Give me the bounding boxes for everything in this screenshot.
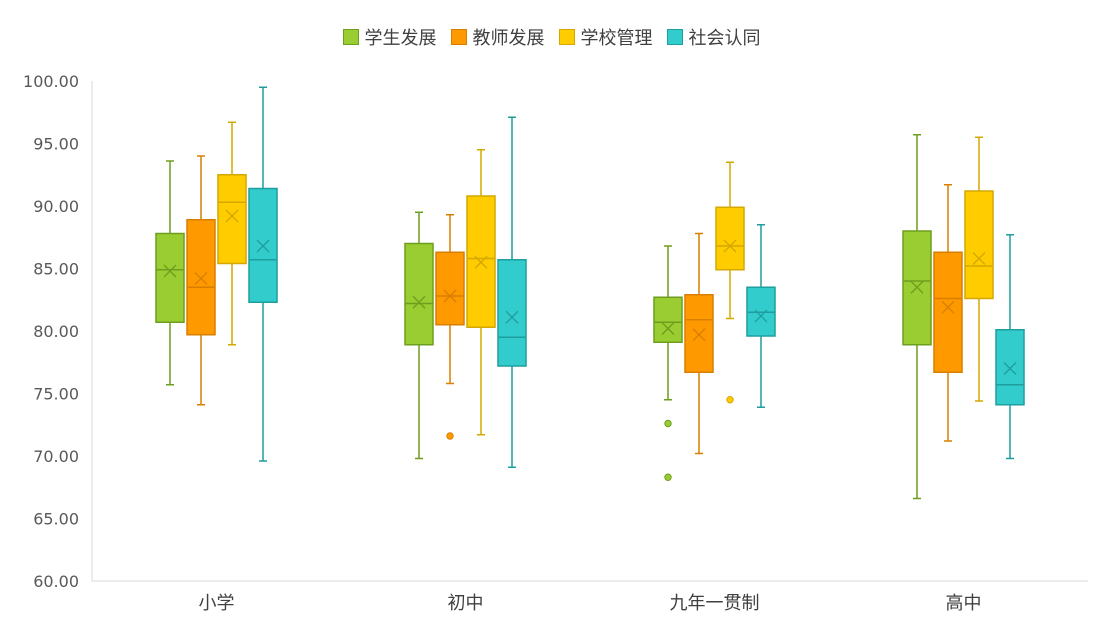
mean-marker — [443, 289, 457, 303]
legend-item-2: 学校管理 — [558, 24, 653, 50]
box-2-0 — [217, 121, 247, 346]
legend-swatch-0 — [342, 29, 359, 45]
box-body — [435, 251, 465, 326]
mean-marker — [256, 239, 270, 253]
y-tick-label: 60.00 — [33, 572, 79, 591]
legend: 学生发展 教师发展 学校管理 社会认同 — [0, 24, 1103, 50]
legend-item-3: 社会认同 — [666, 24, 761, 50]
box-3-3 — [995, 234, 1025, 460]
legend-label-2: 学校管理 — [580, 28, 653, 49]
box-body — [217, 174, 247, 265]
box-series — [155, 86, 1025, 500]
x-category-label: 高中 — [946, 593, 982, 614]
box-2-3 — [964, 136, 994, 402]
y-tick-label: 95.00 — [33, 135, 79, 154]
y-tick-label: 100.00 — [23, 72, 79, 91]
box-body — [933, 251, 963, 373]
box-body — [964, 190, 994, 300]
box-1-0 — [186, 155, 216, 406]
box-body — [404, 242, 434, 346]
mean-marker — [723, 239, 737, 253]
box-body — [186, 219, 216, 336]
box-2-1 — [466, 149, 496, 436]
series-0 — [155, 134, 932, 500]
mean-marker — [412, 295, 426, 309]
outlier-point — [726, 396, 734, 404]
legend-label-3: 社会认同 — [688, 28, 761, 49]
legend-swatch-2 — [558, 29, 575, 45]
box-body — [497, 259, 527, 367]
legend-swatch-1 — [450, 29, 467, 45]
box-body — [155, 232, 185, 323]
box-1-2 — [684, 232, 714, 455]
legend-swatch-3 — [666, 29, 683, 45]
y-tick-label: 70.00 — [33, 447, 79, 466]
box-1-1 — [435, 214, 465, 440]
outlier-point — [664, 473, 672, 481]
y-tick-label: 80.00 — [33, 322, 79, 341]
box-3-0 — [248, 86, 278, 462]
outlier-point — [446, 432, 454, 440]
mean-marker — [505, 310, 519, 324]
mean-marker — [910, 280, 924, 294]
box-body — [653, 296, 683, 343]
mean-marker — [754, 309, 768, 323]
legend-label-1: 教师发展 — [472, 28, 545, 49]
series-1 — [186, 155, 963, 455]
legend-item-1: 教师发展 — [450, 24, 545, 50]
mean-marker — [661, 322, 675, 335]
box-3-2 — [746, 224, 776, 408]
outlier-point — [664, 419, 672, 428]
box-0-2 — [653, 245, 683, 481]
mean-marker — [225, 209, 239, 223]
x-category-label: 小学 — [199, 593, 235, 614]
x-category-label: 初中 — [448, 593, 484, 614]
box-0-1 — [404, 211, 434, 460]
box-3-1 — [497, 116, 527, 468]
mean-marker — [941, 300, 955, 314]
box-1-3 — [933, 184, 963, 442]
mean-marker — [692, 328, 706, 342]
box-body — [995, 329, 1025, 406]
y-tick-label: 85.00 — [33, 260, 79, 279]
mean-marker — [474, 255, 488, 269]
mean-marker — [163, 264, 177, 278]
mean-marker — [194, 272, 208, 285]
y-tick-label: 90.00 — [33, 197, 79, 216]
legend-item-0: 学生发展 — [342, 24, 437, 50]
y-tick-label: 75.00 — [33, 385, 79, 404]
y-tick-label: 65.00 — [33, 510, 79, 529]
axes: 100.00 95.00 90.00 85.00 80.00 75.00 70.00 65.0… — [23, 72, 1088, 614]
series-2 — [217, 121, 994, 436]
box-0-3 — [902, 134, 932, 500]
series-3 — [248, 86, 1025, 468]
box-body — [684, 294, 714, 373]
box-body — [715, 206, 745, 271]
x-category-label: 九年一贯制 — [670, 593, 760, 614]
legend-label-0: 学生发展 — [364, 28, 437, 49]
box-2-2 — [715, 161, 745, 404]
box-0-0 — [155, 160, 185, 386]
mean-marker — [972, 252, 986, 265]
mean-marker — [1003, 362, 1017, 375]
